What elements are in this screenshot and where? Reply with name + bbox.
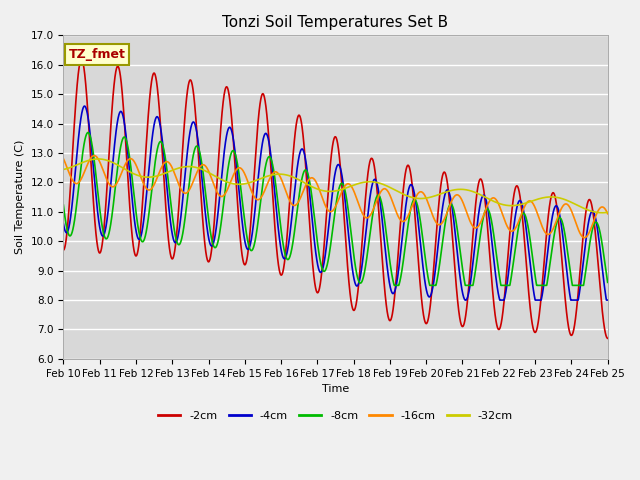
-16cm: [588, 225, 595, 231]
-32cm: [604, 209, 611, 215]
-16cm: [604, 211, 611, 216]
-8cm: [604, 279, 611, 285]
Y-axis label: Soil Temperature (C): Soil Temperature (C): [15, 140, 25, 254]
-8cm: [60, 202, 67, 208]
Text: TZ_fmet: TZ_fmet: [69, 48, 125, 61]
-2cm: [587, 199, 595, 205]
-4cm: [292, 170, 300, 176]
-32cm: [560, 196, 568, 202]
-2cm: [77, 57, 85, 62]
-32cm: [455, 187, 463, 192]
-2cm: [604, 336, 611, 341]
-4cm: [318, 268, 326, 274]
Line: -32cm: -32cm: [63, 159, 607, 213]
-2cm: [292, 120, 300, 126]
-32cm: [587, 208, 595, 214]
-2cm: [560, 282, 568, 288]
Legend: -2cm, -4cm, -8cm, -16cm, -32cm: -2cm, -4cm, -8cm, -16cm, -32cm: [154, 407, 517, 425]
-32cm: [292, 176, 300, 181]
-32cm: [318, 188, 326, 193]
-16cm: [580, 235, 588, 240]
-16cm: [60, 156, 67, 162]
-16cm: [318, 194, 326, 200]
Line: -4cm: -4cm: [63, 106, 607, 300]
-16cm: [455, 192, 463, 198]
-8cm: [455, 240, 463, 245]
-16cm: [90, 153, 98, 158]
-32cm: [289, 174, 296, 180]
-2cm: [455, 309, 463, 315]
-2cm: [289, 164, 296, 170]
-4cm: [560, 244, 568, 250]
-4cm: [461, 297, 469, 303]
-8cm: [318, 265, 326, 271]
-4cm: [588, 209, 595, 215]
Title: Tonzi Soil Temperatures Set B: Tonzi Soil Temperatures Set B: [223, 15, 449, 30]
-16cm: [292, 202, 300, 207]
-4cm: [81, 103, 88, 109]
-16cm: [289, 202, 296, 207]
-8cm: [588, 232, 595, 238]
-8cm: [390, 283, 398, 288]
-4cm: [60, 221, 67, 227]
-2cm: [60, 247, 67, 253]
-32cm: [598, 210, 606, 216]
Line: -8cm: -8cm: [63, 132, 607, 286]
-8cm: [84, 130, 92, 135]
-32cm: [60, 167, 67, 172]
-4cm: [455, 264, 463, 270]
Line: -2cm: -2cm: [63, 60, 607, 338]
-4cm: [604, 297, 611, 303]
-8cm: [560, 227, 568, 232]
-2cm: [318, 266, 326, 272]
X-axis label: Time: Time: [322, 384, 349, 394]
-32cm: [94, 156, 102, 162]
Line: -16cm: -16cm: [63, 156, 607, 238]
-16cm: [560, 202, 568, 208]
-8cm: [292, 213, 300, 219]
-8cm: [289, 244, 296, 250]
-4cm: [289, 211, 296, 216]
